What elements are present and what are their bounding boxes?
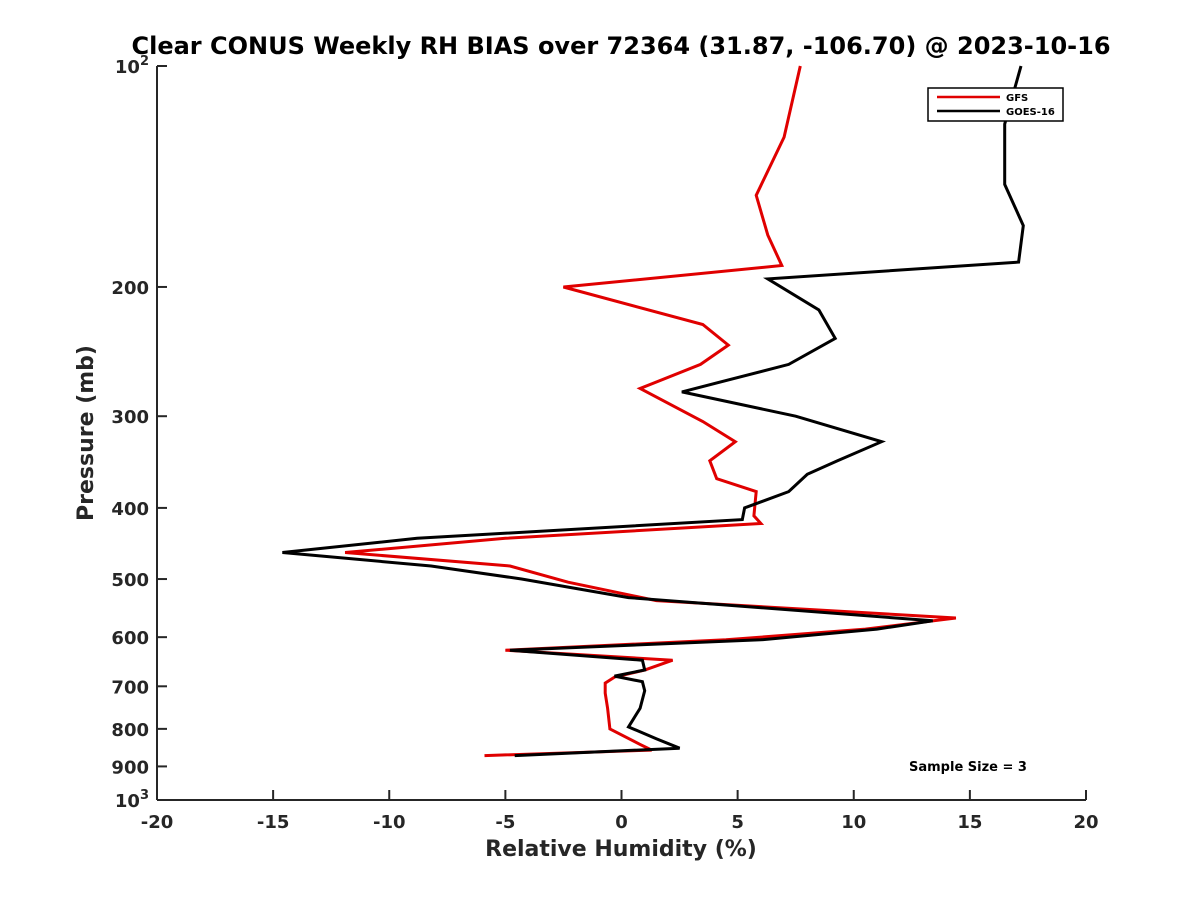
- legend-label: GFS: [1006, 93, 1028, 104]
- x-tick-label: 5: [731, 812, 744, 833]
- sample-size-annotation: Sample Size = 3: [909, 760, 1027, 775]
- x-tick-label: 10: [841, 812, 866, 833]
- x-tick-label: 15: [957, 812, 982, 833]
- series-line-gfs: [344, 65, 957, 758]
- x-tick-label: 20: [1073, 812, 1098, 833]
- y-tick-label: 400: [111, 499, 149, 520]
- x-tick-label: -10: [373, 812, 406, 833]
- y-tick-label: 500: [111, 570, 149, 591]
- series-line-goes-16: [282, 65, 1025, 758]
- legend: GFS GOES-16: [927, 87, 1064, 122]
- x-axis-label: Relative Humidity (%): [485, 837, 757, 862]
- y-tick-label: 200: [111, 278, 149, 299]
- legend-label: GOES-16: [1006, 107, 1055, 118]
- y-tick-label: 600: [111, 628, 149, 649]
- y-tick-label: 300: [111, 407, 149, 428]
- series-layer: [282, 65, 1025, 758]
- x-tick-label: -20: [141, 812, 174, 833]
- y-tick-label: 700: [111, 677, 149, 698]
- y-axis-label: Pressure (mb): [74, 345, 99, 521]
- x-tick-label: 0: [615, 812, 628, 833]
- y-tick-label: 900: [111, 757, 149, 778]
- x-axis-ticks: -20 -15 -10 -5 0 5 10 15 20: [141, 790, 1099, 833]
- x-tick-label: -15: [257, 812, 290, 833]
- chart-title: Clear CONUS Weekly RH BIAS over 72364 (3…: [131, 32, 1110, 60]
- y-tick-label: 800: [111, 720, 149, 741]
- legend-box: [927, 87, 1064, 122]
- x-tick-label: -5: [495, 812, 515, 833]
